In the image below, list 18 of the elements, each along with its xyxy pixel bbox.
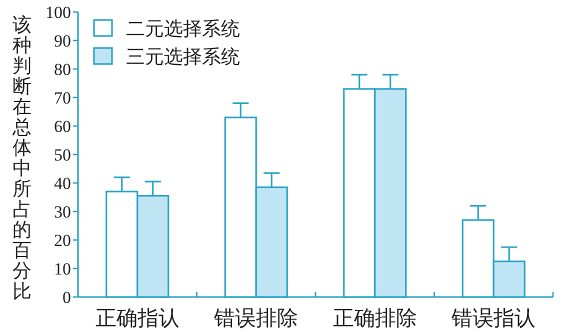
- y-tick-label: 80: [54, 60, 71, 79]
- x-tick-label: 错误排除: [213, 306, 298, 330]
- y-tick-label: 20: [54, 231, 71, 250]
- x-tick-label: 正确排除: [332, 306, 417, 330]
- legend-label: 三元选择系统: [126, 47, 240, 68]
- y-tick-label: 100: [46, 3, 71, 22]
- y-tick-label: 90: [54, 32, 71, 50]
- y-tick-label: 40: [54, 174, 71, 193]
- legend-label: 二元选择系统: [126, 19, 240, 40]
- x-tick-label: 正确指认: [95, 306, 180, 330]
- text: 该种判断在总体中所占的百分比: [12, 15, 32, 302]
- y-tick-label: 60: [54, 117, 71, 136]
- y-tick-label: 50: [54, 146, 71, 164]
- y-tick-label: 70: [54, 88, 71, 108]
- x-tick-label: 错误指认: [450, 306, 536, 330]
- y-tick-label: 10: [54, 260, 71, 278]
- y-tick-label: 30: [54, 202, 71, 222]
- y-tick-label: 0: [62, 288, 71, 307]
